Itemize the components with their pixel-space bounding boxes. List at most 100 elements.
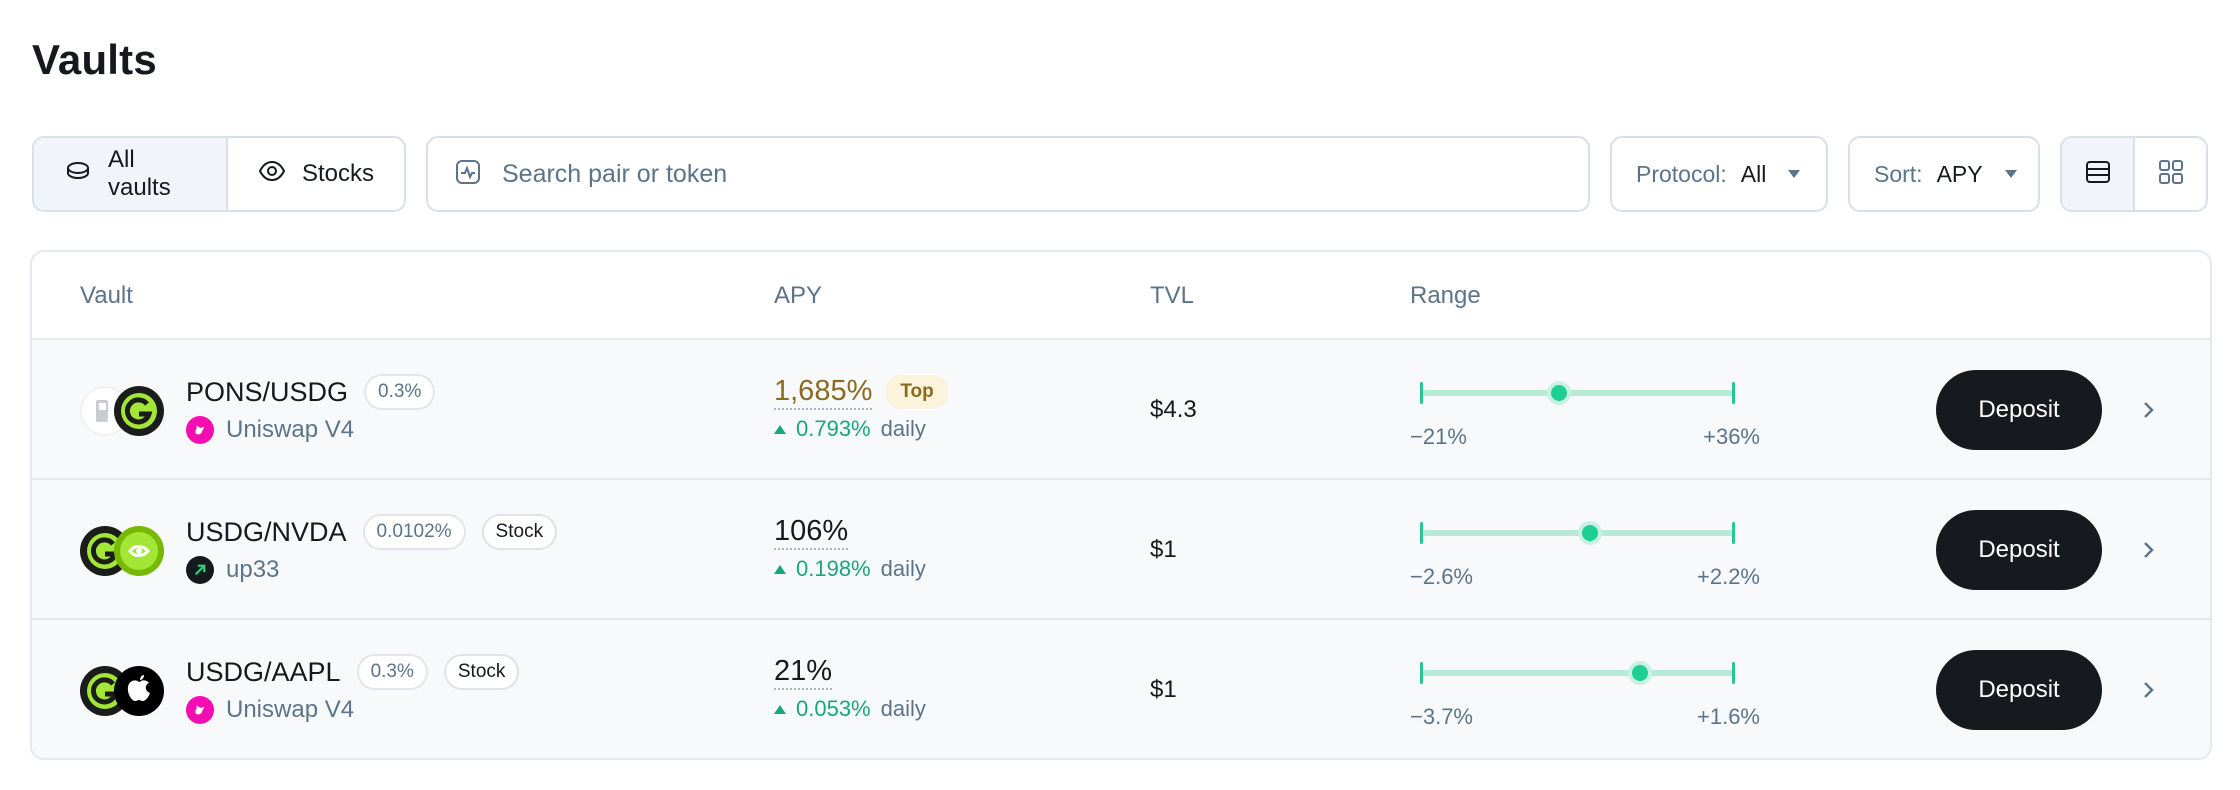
range-track [1422, 670, 1734, 676]
apy-cell: 21% 0.053% daily [774, 654, 926, 722]
range-current-price-marker [1628, 661, 1653, 685]
grid-view-button[interactable] [2133, 138, 2206, 210]
usdg-token-icon [114, 386, 164, 436]
vault-pair: USDG/NVDA 0.0102% Stock [186, 514, 558, 550]
fee-badge: 0.3% [356, 654, 428, 690]
daily-apy-label: daily [880, 416, 926, 441]
header-tvl[interactable]: TVL [1150, 282, 1195, 309]
stock-badge: Stock [443, 654, 520, 690]
apy-cell: 106% 0.198% daily [774, 514, 926, 582]
top-badge: Top [886, 375, 948, 409]
eye-icon [258, 157, 286, 192]
protocol-name: Uniswap V4 [226, 416, 355, 443]
range-min-tick [1420, 382, 1423, 404]
stocks-label: Stocks [301, 160, 374, 187]
nvda-token-icon [114, 526, 164, 576]
daily-apy-value: 0.053% [796, 696, 871, 721]
table-row[interactable]: PONS/USDG 0.3% Uniswap V4 1,685% Top 0.7… [32, 340, 2210, 480]
range-min-tick [1420, 662, 1423, 684]
range-min-tick [1420, 522, 1423, 544]
chevron-right-icon[interactable] [2134, 676, 2162, 704]
range-current-price-marker [1547, 381, 1572, 405]
tvl-value: $1 [1150, 536, 1177, 563]
list-view-button[interactable] [2062, 138, 2133, 210]
coins-icon [64, 157, 92, 192]
vault-protocol: Uniswap V4 [186, 696, 354, 724]
grid-view-icon [2156, 157, 2186, 192]
range-track [1422, 390, 1734, 396]
daily-apy-value: 0.793% [796, 416, 871, 441]
protocol-dropdown[interactable]: Protocol: All [1610, 136, 1828, 212]
range-low: −2.6% [1410, 564, 1473, 589]
vault-filter-segment: All vaults Stocks [32, 136, 406, 212]
daily-apy: 0.793% daily [774, 416, 948, 442]
protocol-name: Uniswap V4 [226, 696, 355, 723]
table-row[interactable]: USDG/NVDA 0.0102% Stock up33 106% 0.198%… [32, 480, 2210, 620]
uniswap-icon [186, 696, 214, 724]
range-track [1422, 530, 1734, 536]
stock-badge: Stock [481, 514, 558, 550]
deposit-button[interactable]: Deposit [1936, 650, 2102, 730]
caret-down-icon [2004, 170, 2017, 178]
vault-pair: PONS/USDG 0.3% [186, 374, 436, 410]
apy-value[interactable]: 21% [774, 654, 833, 690]
deposit-button[interactable]: Deposit [1936, 510, 2102, 590]
header-apy[interactable]: APY [774, 282, 823, 309]
daily-apy: 0.053% daily [774, 696, 926, 722]
sort-dropdown[interactable]: Sort: APY [1848, 136, 2040, 212]
range-indicator: −3.7% +1.6% [1410, 658, 1760, 734]
range-low: −3.7% [1410, 704, 1473, 729]
range-indicator: −21% +36% [1410, 378, 1760, 454]
up33-icon [186, 556, 214, 584]
range-high: +2.2% [1697, 564, 1760, 589]
header-range: Range [1410, 282, 1481, 309]
stocks-button[interactable]: Stocks [225, 138, 404, 210]
protocol-dropdown-label: Protocol: [1636, 160, 1727, 187]
list-view-icon [2083, 157, 2113, 192]
caret-down-icon [1788, 170, 1801, 178]
up-arrow-icon [774, 564, 786, 574]
table-row[interactable]: USDG/AAPL 0.3% Stock Uniswap V4 21% 0.05… [32, 620, 2210, 758]
token-pair-logos [80, 386, 164, 436]
sort-dropdown-label: Sort: [1874, 160, 1923, 187]
vault-protocol: up33 [186, 556, 279, 584]
range-indicator: −2.6% +2.2% [1410, 518, 1760, 594]
chevron-right-icon[interactable] [2134, 396, 2162, 424]
apy-value[interactable]: 106% [774, 514, 849, 550]
table-header: Vault APY TVL Range [32, 252, 2210, 340]
uniswap-icon [186, 416, 214, 444]
range-low: −21% [1410, 424, 1467, 449]
all-vaults-label: All vaults [108, 146, 171, 201]
range-high: +36% [1703, 424, 1760, 449]
protocol-name: up33 [226, 556, 280, 583]
range-max-tick [1732, 662, 1735, 684]
search-input[interactable] [502, 159, 1502, 189]
chevron-right-icon[interactable] [2134, 536, 2162, 564]
header-vault[interactable]: Vault [80, 282, 133, 309]
vaults-table: Vault APY TVL Range PONS/USDG 0.3% [30, 250, 2212, 760]
apy-cell: 1,685% Top 0.793% daily [774, 374, 948, 442]
search-box [426, 136, 1590, 212]
page-title: Vaults [32, 36, 157, 83]
deposit-button[interactable]: Deposit [1936, 370, 2102, 450]
vault-protocol: Uniswap V4 [186, 416, 354, 444]
token-pair-logos [80, 526, 164, 576]
daily-apy: 0.198% daily [774, 556, 926, 582]
up-arrow-icon [774, 704, 786, 714]
apy-value[interactable]: 1,685% [774, 374, 873, 410]
tvl-value: $1 [1150, 676, 1177, 703]
tvl-value: $4.3 [1150, 396, 1197, 423]
fee-badge: 0.3% [364, 374, 436, 410]
range-max-tick [1732, 382, 1735, 404]
view-toggle [2060, 136, 2208, 212]
activity-icon [454, 158, 482, 191]
token-pair-logos [80, 666, 164, 716]
all-vaults-button[interactable]: All vaults [34, 138, 226, 210]
daily-apy-label: daily [880, 696, 926, 721]
usdg-token-icon [80, 666, 130, 716]
pair-name: USDG/NVDA [186, 516, 347, 547]
protocol-dropdown-value: All [1740, 160, 1767, 187]
aapl-token-icon [114, 666, 164, 716]
vault-pair: USDG/AAPL 0.3% Stock [186, 654, 520, 690]
daily-apy-label: daily [880, 556, 926, 581]
